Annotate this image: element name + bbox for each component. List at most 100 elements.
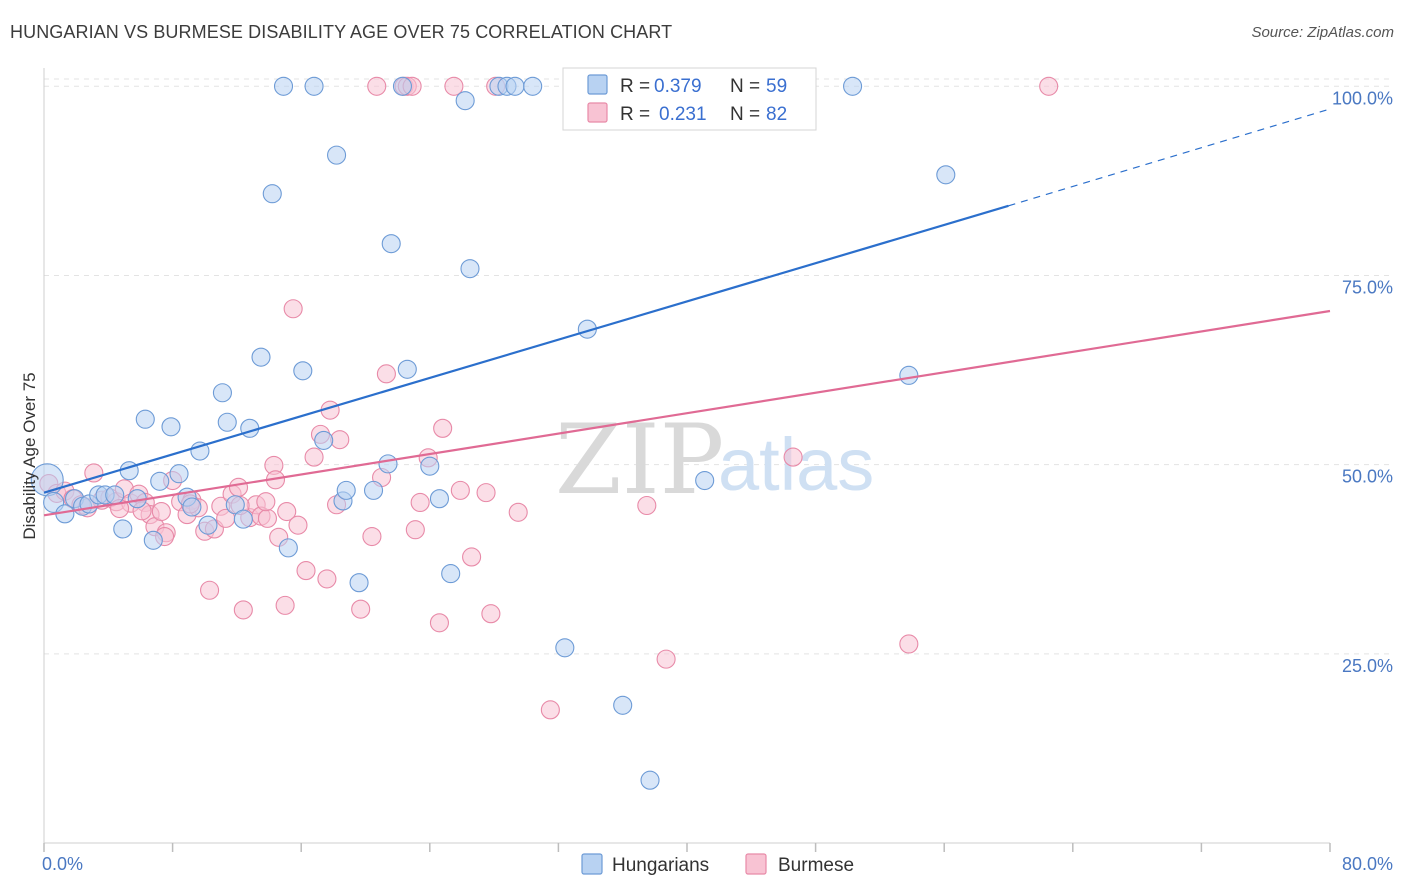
y-tick-label-75: 75.0% [1342, 277, 1393, 297]
burmese-point-69 [899, 634, 919, 654]
y-axis-label: Disability Age Over 75 [20, 372, 39, 539]
legend-n-value-burmese: 82 [766, 104, 787, 125]
burmese-point-70 [1039, 76, 1059, 96]
y-tick-label-100: 100.0% [1332, 88, 1393, 108]
hungarians-point-32 [314, 430, 334, 450]
burmese-point-41 [304, 447, 324, 467]
hungarians-point-27 [262, 184, 282, 204]
hungarians-point-31 [304, 76, 324, 96]
burmese-point-54 [410, 492, 430, 513]
watermark-zip: ZIP [555, 404, 724, 516]
hungarians-point-28 [273, 76, 294, 96]
burmese-point-30 [233, 600, 253, 620]
burmese-point-61 [481, 604, 501, 624]
hungarians-point-41 [420, 456, 440, 476]
hungarians-point-26 [251, 347, 271, 367]
hungarians-point-23 [225, 495, 245, 515]
hungarians-point-40 [397, 359, 417, 379]
burmese-point-64 [540, 700, 560, 720]
hungarians-point-21 [212, 383, 232, 403]
hungarians-point-9 [113, 519, 133, 539]
burmese-point-59 [462, 547, 482, 567]
hungarians-point-25 [240, 418, 260, 438]
watermark: ZIP atlas [555, 404, 874, 516]
burmese-point-40 [296, 561, 316, 581]
hungarians-point-56 [899, 365, 919, 385]
burmese-point-57 [433, 418, 453, 438]
y-tick-label-50: 50.0% [1342, 467, 1393, 487]
hungarians-point-12 [135, 409, 155, 429]
hungarians-point-39 [381, 234, 401, 254]
hungarians-point-22 [217, 412, 237, 432]
burmese-point-67 [656, 649, 676, 669]
burmese-point-48 [367, 76, 387, 96]
legend-r-value-hungarians: 0.379 [654, 76, 702, 97]
burmese-point-45 [330, 430, 350, 450]
hungarians-point-29 [278, 538, 298, 558]
x-tick-label-min: 0.0% [42, 854, 83, 874]
x-ticks [43, 843, 1331, 852]
burmese-point-29 [228, 477, 249, 497]
hungarians-point-16 [169, 464, 189, 484]
burmese-trend-line [43, 309, 1331, 517]
burmese-point-60 [476, 483, 496, 503]
hungarians-point-14 [150, 471, 170, 491]
trend-lines [43, 108, 1331, 517]
hungarians-point-44 [455, 91, 475, 111]
burmese-point-73 [256, 492, 276, 512]
hungarians-point-20 [198, 515, 218, 535]
hungarians-point-49 [523, 76, 543, 96]
hungarians-point-37 [363, 480, 384, 500]
burmese-point-47 [362, 526, 382, 547]
series-legend-label-burmese[interactable]: Burmese [778, 855, 854, 876]
burmese-point-71 [444, 76, 464, 96]
hungarians-point-54 [695, 470, 715, 491]
stats-legend: R = 0.379 N = 59 R = 0.231 N = 82 [562, 67, 817, 131]
burmese-point-37 [277, 502, 297, 522]
hungarians-point-58 [392, 76, 413, 96]
burmese-point-68 [783, 447, 803, 467]
hungarians-point-33 [327, 145, 347, 165]
hungarians-point-43 [441, 564, 461, 584]
points [30, 76, 1059, 790]
hungarians-point-24 [233, 509, 253, 529]
legend-swatch-hungarians [587, 74, 608, 95]
burmese-point-50 [376, 364, 396, 384]
hungarians-point-55 [843, 76, 863, 96]
legend-r-label-burmese: R = [620, 104, 650, 125]
series-legend-swatch-hungarians[interactable] [581, 853, 603, 875]
series-legend-label-hungarians[interactable]: Hungarians [612, 855, 709, 876]
burmese-point-53 [405, 520, 425, 540]
series-legend-swatch-burmese[interactable] [745, 853, 767, 875]
burmese-point-24 [200, 580, 220, 600]
burmese-point-43 [317, 569, 337, 589]
burmese-point-39 [288, 515, 308, 535]
hungarians-trend-line [43, 204, 1009, 494]
hungarians-trend-extension [1008, 108, 1331, 207]
hungarians-point-45 [460, 259, 480, 279]
y-tick-label-25: 25.0% [1342, 656, 1393, 676]
legend-n-value-hungarians: 59 [766, 76, 787, 97]
hungarians-point-13 [143, 530, 163, 550]
hungarians-point-50 [555, 638, 575, 658]
series-legend: Hungarians Burmese [581, 853, 854, 876]
burmese-point-34 [257, 508, 277, 528]
hungarians-point-36 [349, 573, 369, 593]
hungarians-point-8 [105, 485, 125, 505]
legend-r-label-hungarians: R = [620, 76, 650, 97]
legend-swatch-burmese [587, 102, 608, 123]
burmese-point-78 [275, 595, 295, 615]
burmese-point-46 [351, 599, 371, 619]
hungarians-point-35 [336, 480, 356, 500]
burmese-point-56 [429, 613, 449, 633]
x-tick-label-max: 80.0% [1342, 854, 1393, 874]
hungarians-point-48 [505, 76, 525, 96]
burmese-point-66 [637, 495, 657, 516]
hungarians-point-52 [613, 695, 633, 715]
hungarians-point-30 [293, 361, 313, 381]
hungarians-point-18 [182, 497, 202, 517]
burmese-point-58 [450, 480, 470, 500]
hungarians-point-15 [161, 417, 181, 437]
legend-n-label-hungarians: N = [730, 76, 760, 97]
